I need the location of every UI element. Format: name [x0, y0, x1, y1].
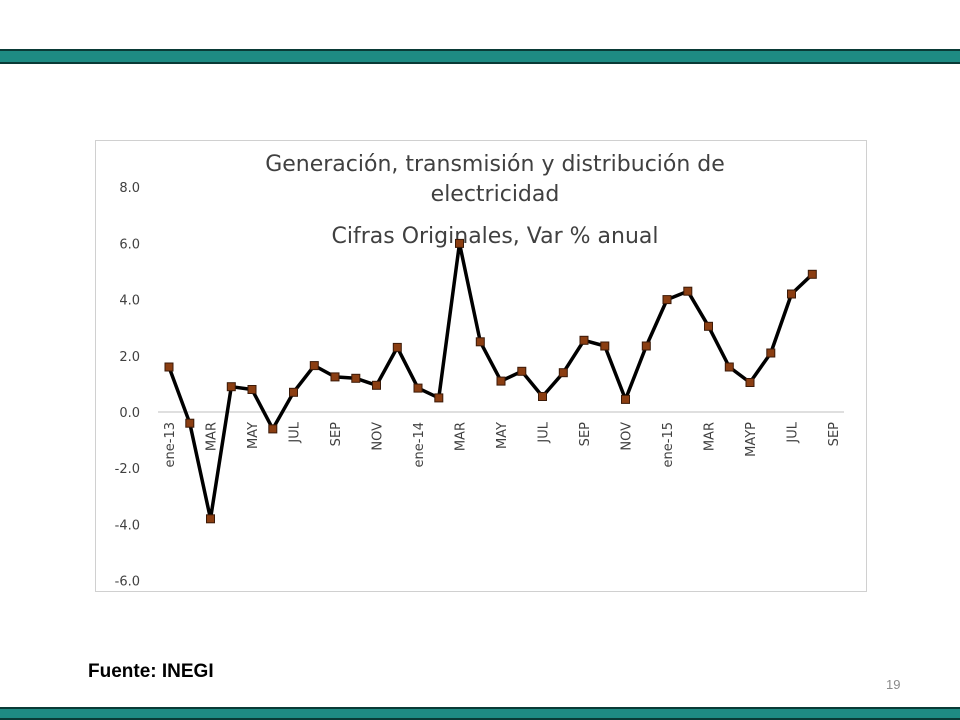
data-point-marker: [392, 342, 402, 352]
data-point-marker: [309, 361, 319, 371]
bottom-band-upper-line: [0, 707, 960, 709]
x-tick-label: NOV: [620, 422, 635, 451]
y-axis-tick-labels: 8.0 6.0 4.0 2.0 0.0 -2.0 -4.0 -6.0: [115, 181, 140, 589]
bottom-band-lower-line: [0, 718, 960, 720]
y-tick-label: 6.0: [119, 237, 140, 252]
data-point-marker: [413, 383, 423, 393]
data-point-marker: [289, 387, 298, 397]
data-point-marker: [662, 295, 672, 305]
top-band-fill: [0, 51, 960, 62]
x-tick-label: JUL: [288, 421, 303, 443]
data-point-marker: [766, 348, 776, 358]
data-point-marker: [434, 393, 444, 403]
x-axis-tick-labels: ene-13 MAR MAY JUL SEP NOV ene-14 MAR MAY JUL SEP N…: [163, 421, 842, 467]
data-point-marker: [683, 286, 693, 296]
bottom-decorative-band: [0, 707, 960, 720]
chart-frame: Generación, transmisión y distribución d…: [95, 140, 867, 592]
chart-title-line: Generación, transmisión y distribución d…: [265, 152, 725, 177]
data-point-marker: [330, 372, 340, 382]
data-point-marker: [351, 373, 361, 383]
data-point-marker: [579, 335, 589, 345]
data-point-marker: [621, 394, 630, 404]
series-markers: [164, 238, 817, 524]
y-tick-label: -4.0: [115, 518, 140, 533]
x-tick-label: SEP: [578, 422, 593, 446]
data-point-marker: [475, 337, 485, 347]
y-tick-label: 4.0: [119, 294, 140, 309]
data-point-marker: [247, 385, 257, 394]
x-tick-label: JUL: [537, 421, 552, 443]
x-tick-label: ene-13: [163, 422, 178, 467]
x-tick-label: ene-14: [412, 422, 427, 467]
x-tick-label: MAR: [454, 422, 469, 451]
data-point-marker: [704, 321, 713, 331]
x-tick-label: MAY: [246, 422, 261, 449]
x-tick-label: MAR: [205, 422, 220, 451]
data-point-marker: [206, 514, 215, 524]
data-point-marker: [558, 368, 568, 378]
x-tick-label: ene-15: [661, 422, 676, 467]
data-point-marker: [455, 238, 464, 248]
data-point-marker: [538, 392, 547, 401]
y-tick-label: -6.0: [115, 575, 140, 590]
chart-title-line: electricidad: [431, 182, 560, 207]
data-point-marker: [268, 424, 278, 434]
data-point-marker: [807, 269, 817, 279]
data-point-marker: [226, 382, 236, 392]
x-tick-label: MAR: [703, 422, 718, 451]
series-line: [167, 241, 814, 521]
x-tick-label: SEP: [827, 422, 842, 446]
data-point-marker: [517, 366, 527, 376]
data-point-marker: [185, 418, 195, 428]
data-point-marker: [496, 376, 506, 386]
data-point-marker: [724, 362, 734, 372]
x-tick-label: MAYP: [744, 422, 759, 457]
page-number: 19: [886, 677, 901, 692]
x-tick-label: NOV: [371, 422, 386, 451]
x-tick-label: MAY: [495, 422, 510, 449]
x-tick-label: JUL: [786, 421, 801, 443]
data-point-marker: [787, 289, 796, 299]
data-point-marker: [372, 380, 381, 390]
source-note: Fuente: INEGI: [88, 661, 214, 682]
chart-title: Generación, transmisión y distribución d…: [265, 152, 725, 249]
y-tick-label: -2.0: [115, 462, 140, 477]
data-point-marker: [164, 362, 174, 372]
top-band-lower-line: [0, 62, 960, 64]
data-point-marker: [641, 341, 651, 351]
bottom-band-fill: [0, 709, 960, 718]
top-band-upper-line: [0, 49, 960, 51]
data-point-marker: [600, 341, 610, 351]
y-tick-label: 2.0: [119, 350, 140, 365]
x-tick-label: SEP: [329, 422, 344, 446]
y-tick-label: 8.0: [119, 181, 140, 196]
data-point-marker: [745, 378, 755, 387]
y-tick-label: 0.0: [119, 406, 140, 421]
line-chart: Generación, transmisión y distribución d…: [115, 152, 844, 590]
chart-title-line: Cifras Originales, Var % anual: [332, 224, 659, 249]
top-decorative-band: [0, 49, 960, 66]
